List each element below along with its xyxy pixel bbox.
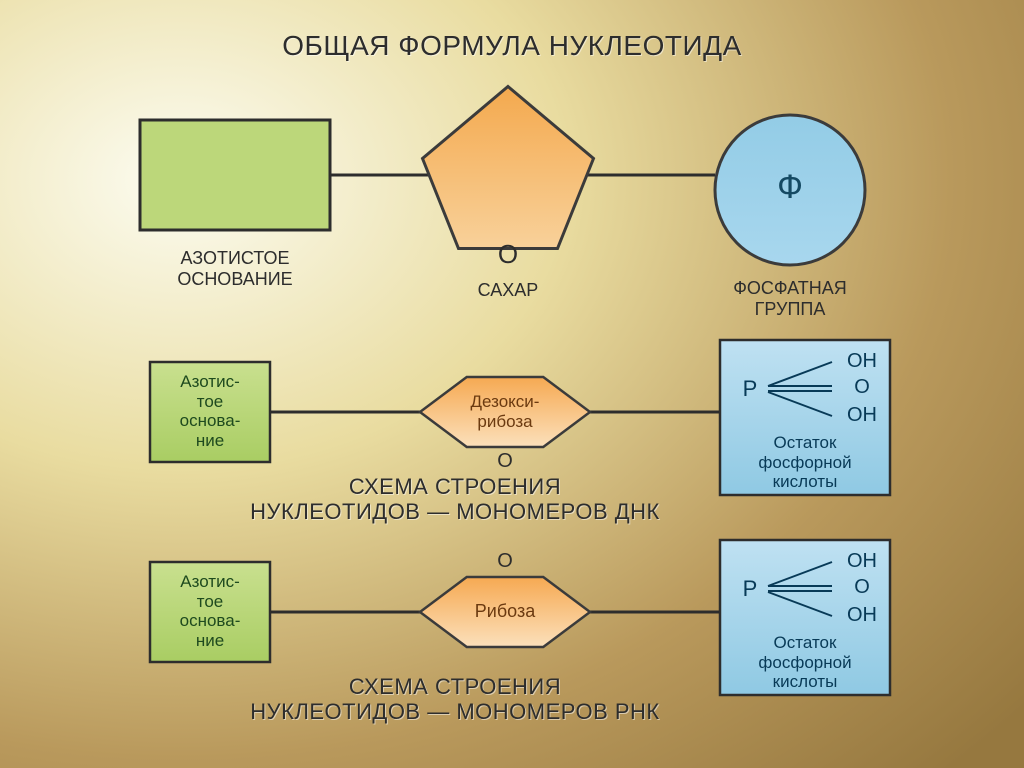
phosphate-label: ФОСФАТНАЯГРУППА (660, 278, 920, 319)
deoxyribose-o: О (490, 450, 520, 473)
dna-phosphate-p: P (735, 376, 765, 401)
rna-caption: СХЕМА СТРОЕНИЯНУКЛЕОТИДОВ — МОНОМЕРОВ РН… (105, 674, 805, 725)
diagram-stage: ОБЩАЯ ФОРМУЛА НУКЛЕОТИДА АЗОТИСТОЕОСНОВАН… (0, 0, 1024, 768)
dna-phosphate-oh1: OH (837, 350, 887, 373)
ribose-o: О (490, 550, 520, 573)
dna-phosphate-oh2: OH (837, 404, 887, 427)
dna-caption: СХЕМА СТРОЕНИЯНУКЛЕОТИДОВ — МОНОМЕРОВ ДН… (105, 474, 805, 525)
rna-phosphate-oh2: OH (837, 604, 887, 627)
phosphate-glyph: Ф (760, 168, 820, 207)
rna-phosphate-o: O (837, 576, 887, 599)
sugar-label: САХАР (428, 280, 588, 301)
ribose-label: Рибоза (430, 601, 580, 622)
nitrogen-base-shape (140, 120, 330, 230)
sugar-o-label: О (488, 240, 528, 270)
dna-phosphate-o: O (837, 376, 887, 399)
rna-phosphate-p: P (735, 576, 765, 601)
rna-phosphate-oh1: OH (837, 550, 887, 573)
nitrogen-base-label: АЗОТИСТОЕОСНОВАНИЕ (105, 248, 365, 289)
rna-base-label: Азотис-тоеоснова-ние (154, 572, 266, 650)
main-title: ОБЩАЯ ФОРМУЛА НУКЛЕОТИДА (112, 30, 912, 62)
dna-base-label: Азотис-тоеоснова-ние (154, 372, 266, 450)
deoxyribose-label: Дезокси-рибоза (430, 392, 580, 431)
